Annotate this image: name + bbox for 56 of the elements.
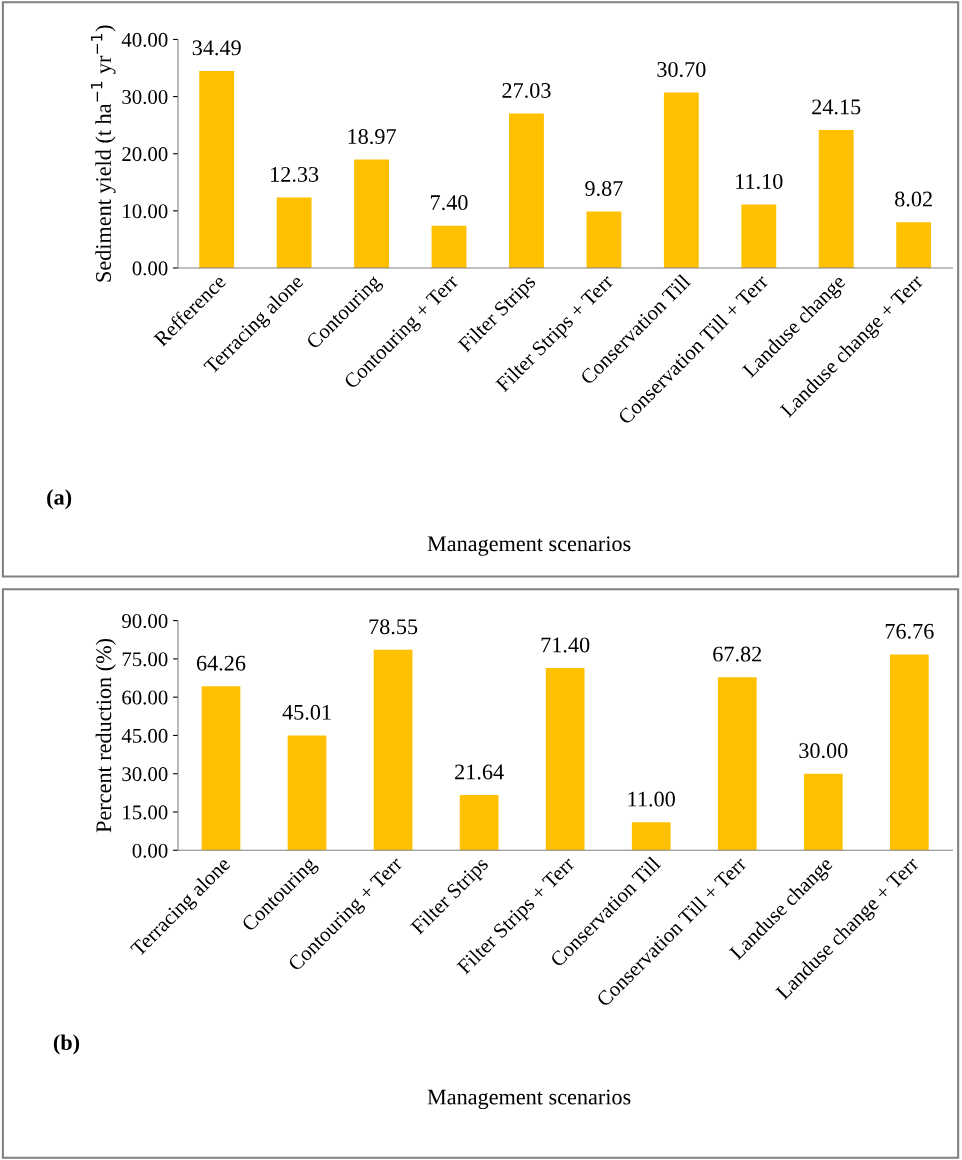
data-label: 11.10 [736,173,783,190]
data-label: 78.55 [369,619,418,635]
y-tick-label: 15.00 [123,805,168,820]
bar [803,773,843,851]
bar [818,129,854,268]
bar [717,677,757,851]
data-label: 30.70 [657,61,706,78]
bar [201,686,241,851]
bar [890,654,929,851]
data-label: 7.40 [431,195,468,211]
data-label: 76.76 [885,623,934,639]
y-tick-label: 10.00 [123,204,168,219]
data-label: 71.40 [541,637,590,653]
bar [459,795,499,851]
bar [545,668,585,851]
x-axis-title: Management scenarios [427,536,631,556]
y-tick-label: 75.00 [122,652,168,667]
bar [663,92,699,268]
data-label: 8.02 [895,191,932,207]
data-label: 64.26 [196,655,246,671]
bar [354,159,389,268]
y-tick-label: 60.00 [122,690,168,705]
data-label: 34.49 [192,40,241,56]
bar [373,649,413,851]
y-axis-title: Percent reduction (%) [95,638,116,833]
data-label: 45.01 [282,704,331,720]
data-label: 24.15 [812,99,861,115]
bar [586,211,622,268]
text: (b) [53,1034,80,1055]
bar [276,197,312,268]
bar [896,222,932,268]
bar [631,822,671,851]
data-label: 11.00 [628,791,675,807]
bar [199,70,235,268]
data-label: 12.33 [271,166,319,182]
data-label: 9.87 [585,180,623,197]
y-tick-label: 45.00 [121,728,168,743]
x-axis-title: Management scenarios [427,1089,631,1110]
data-label: 21.64 [455,764,504,780]
bar [509,113,544,268]
y-tick-label: 30.00 [122,767,168,782]
y-axis-title: Sediment yield (t ha$^{−1}$ yr$^{−1}$) [90,25,116,282]
data-label: 67.82 [713,646,762,662]
y-tick-label: 0.00 [132,843,168,858]
y-tick-label: 30.00 [122,89,168,105]
y-tick-label: 90.00 [122,613,168,629]
bar [431,225,467,268]
text: (a) [47,489,72,510]
data-label: 27.03 [502,82,551,99]
data-label: 30.00 [799,743,848,759]
y-tick-label: 40.00 [121,32,168,47]
y-tick-label: 20.00 [122,147,168,162]
bar [741,204,777,268]
y-tick-label: 0.00 [132,261,168,276]
bar [287,735,327,851]
data-label: 18.97 [348,128,396,145]
